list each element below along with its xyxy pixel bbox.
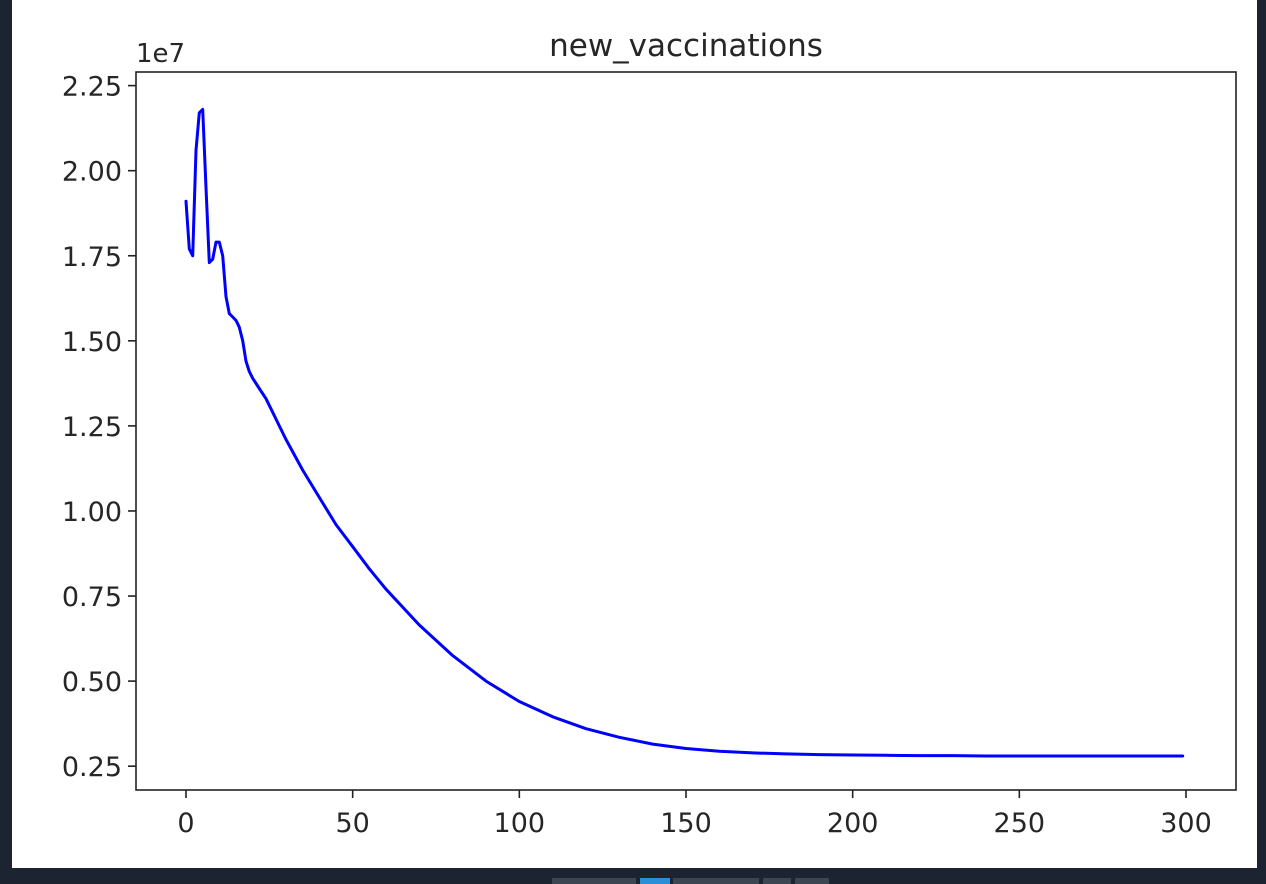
y-tick-label: 1.50	[62, 327, 122, 358]
figure: new_vaccinations 1e7 0 50 100 150 200 250 300 0…	[12, 0, 1257, 868]
axis-ticks: 0 50 100 150 200 250 300 0.25 0.50 0.75 1.00 1.25 1.…	[62, 72, 1212, 839]
taskbar-tab-active[interactable]	[640, 878, 670, 884]
x-tick-label: 300	[1160, 808, 1212, 839]
plot-area	[135, 71, 1237, 791]
x-tick-label: 150	[660, 808, 712, 839]
y-tick-label: 2.00	[62, 157, 122, 188]
x-tick-label: 50	[335, 808, 369, 839]
taskbar-tab[interactable]	[795, 878, 829, 884]
taskbar-tab[interactable]	[552, 878, 636, 884]
series-line	[184, 107, 1185, 758]
x-tick-label: 100	[494, 808, 546, 839]
y-tick-label: 0.75	[62, 582, 122, 613]
series-layer	[184, 107, 1185, 758]
y-offset-label: 1e7	[136, 39, 185, 69]
chart-title: new_vaccinations	[549, 28, 823, 64]
y-tick-label: 1.75	[62, 242, 122, 273]
x-tick-label: 200	[827, 808, 879, 839]
y-tick-label: 2.25	[62, 72, 122, 103]
y-tick-label: 1.00	[62, 497, 122, 528]
taskbar-tab[interactable]	[673, 878, 759, 884]
line-chart: new_vaccinations 1e7 0 50 100 150 200 250 3000…	[62, 28, 1237, 839]
y-tick-label: 0.25	[62, 752, 122, 783]
y-tick-label: 1.25	[62, 412, 122, 443]
taskbar-tab[interactable]	[763, 878, 791, 884]
y-tick-label: 0.50	[62, 667, 122, 698]
x-tick-label: 250	[994, 808, 1046, 839]
x-tick-label: 0	[177, 808, 194, 839]
taskbar	[0, 868, 1266, 884]
